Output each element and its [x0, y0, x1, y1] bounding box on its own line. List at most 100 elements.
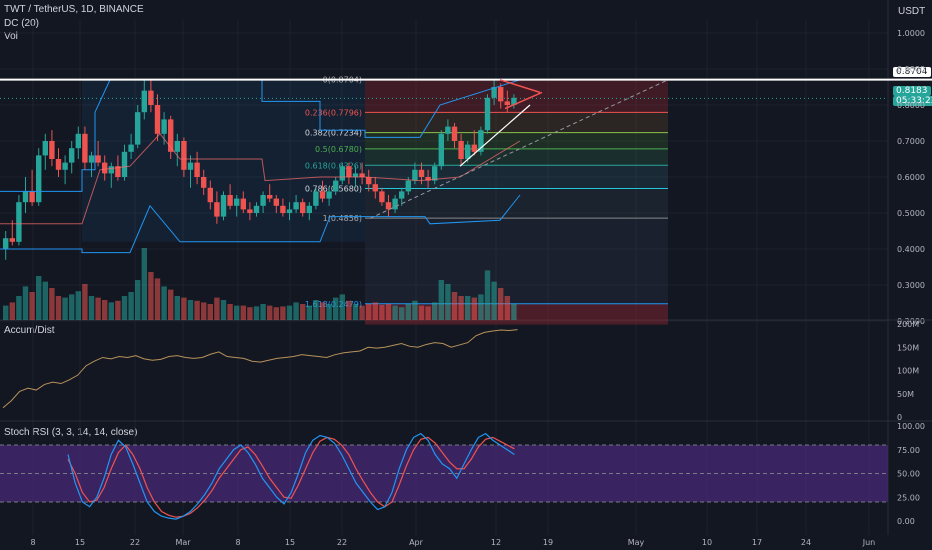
- rsi-pane-label[interactable]: Stoch RSI (3, 3, 14, 14, close): [4, 427, 138, 438]
- volume-bar: [121, 296, 128, 320]
- volume-bar: [220, 300, 227, 320]
- volume-bar: [214, 297, 220, 320]
- volume-bar: [478, 294, 484, 320]
- volume-bar: [154, 278, 161, 320]
- volume-bar: [253, 306, 260, 320]
- adl-pane-label[interactable]: Accum/Dist: [4, 325, 55, 336]
- indicator-vol-label[interactable]: Vol: [4, 31, 18, 42]
- candle-body: [135, 112, 141, 145]
- volume-bar: [339, 294, 345, 320]
- candle-body: [187, 162, 194, 170]
- candle-body: [451, 126, 458, 141]
- candle-body: [293, 202, 299, 210]
- time-tick-label: May: [628, 538, 645, 547]
- candle-body: [95, 155, 101, 163]
- volume-bar: [425, 306, 431, 320]
- adl-tick-label: 100M: [897, 367, 919, 376]
- volume-bar: [201, 302, 207, 320]
- candle-body: [220, 195, 227, 217]
- volume-bar: [372, 302, 378, 320]
- rsi-tick-label: 100.00: [897, 422, 925, 431]
- volume-bar: [181, 297, 187, 320]
- volume-bar: [3, 305, 9, 320]
- volume-bar: [432, 302, 438, 320]
- candle-body: [438, 133, 444, 167]
- candle-body: [432, 166, 438, 181]
- volume-bar: [135, 280, 141, 320]
- price-tick-label: 0.6000: [897, 173, 925, 182]
- candle-body: [425, 177, 431, 181]
- candle-body: [181, 141, 187, 170]
- volume-bar: [504, 296, 510, 320]
- candle-body: [102, 162, 108, 174]
- candle-body: [49, 141, 55, 159]
- candle-body: [339, 166, 345, 181]
- last-price-tag: 0.8183: [893, 86, 931, 96]
- volume-bar: [366, 304, 372, 320]
- volume-bar: [260, 304, 266, 320]
- volume-bar: [280, 306, 286, 320]
- volume-bar: [346, 300, 352, 320]
- volume-bar: [227, 304, 233, 320]
- volume-bar: [75, 291, 81, 320]
- volume-bar: [405, 304, 411, 320]
- indicator-dc-label[interactable]: DC (20): [4, 18, 40, 29]
- candle-body: [148, 90, 154, 105]
- volume-bar: [313, 300, 319, 320]
- candle-body: [214, 202, 220, 217]
- triangle-line: [504, 91, 543, 110]
- volume-bar: [55, 296, 62, 320]
- volume-bar: [174, 296, 180, 320]
- candle-body: [399, 191, 405, 199]
- fib-zone: [365, 165, 668, 189]
- volume-bar: [69, 294, 75, 320]
- candle-body: [168, 119, 174, 152]
- volume-bar: [141, 248, 147, 320]
- candle-body: [498, 87, 504, 102]
- volume-bar: [42, 281, 48, 320]
- candle-body: [484, 97, 491, 131]
- volume-bar: [451, 292, 458, 320]
- candle-body: [458, 141, 464, 159]
- candle-body: [412, 169, 418, 181]
- donchian-lower: [0, 194, 521, 254]
- time-tick-label: 17: [752, 538, 762, 547]
- candle-body: [240, 198, 246, 210]
- candle-body: [319, 191, 326, 199]
- volume-bar: [392, 305, 398, 320]
- candle-body: [445, 126, 451, 134]
- volume-bar: [412, 300, 418, 320]
- time-tick-label: Apr: [409, 538, 424, 547]
- volume-bar: [22, 286, 29, 320]
- candle-body: [300, 202, 306, 213]
- fib-level-label: 0.618(0.6326): [305, 161, 362, 170]
- candle-body: [29, 191, 35, 203]
- candle-body: [121, 151, 128, 177]
- time-tick-label: Mar: [175, 538, 191, 547]
- volume-bar: [9, 302, 15, 320]
- rsi-tick-label: 75.00: [897, 446, 920, 455]
- fib-level-label: 0.382(0.7234): [305, 129, 362, 138]
- price-tick-label: 0.2000: [897, 317, 925, 326]
- time-tick-label: 22: [337, 538, 347, 547]
- candle-body: [418, 169, 425, 177]
- candle-body: [115, 166, 121, 177]
- triangle-line: [499, 79, 541, 94]
- volume-bar: [293, 302, 299, 320]
- volume-bar: [128, 292, 134, 320]
- adl-tick-label: 150M: [897, 343, 919, 352]
- fib-level-label: 0.5(0.6780): [315, 145, 362, 154]
- candle-body: [141, 90, 147, 113]
- volume-bar: [491, 281, 497, 320]
- candle-body: [36, 155, 42, 203]
- time-tick-label: 15: [75, 538, 85, 547]
- volume-bar: [187, 300, 194, 320]
- adl-line: [2, 329, 518, 409]
- volume-bar: [458, 296, 464, 320]
- time-tick-label: 8: [30, 538, 35, 547]
- volume-bar: [333, 297, 339, 320]
- rsi-tick-label: 25.00: [897, 493, 920, 502]
- countdown-tag: 05:33:23: [893, 96, 932, 106]
- volume-bar: [36, 276, 42, 320]
